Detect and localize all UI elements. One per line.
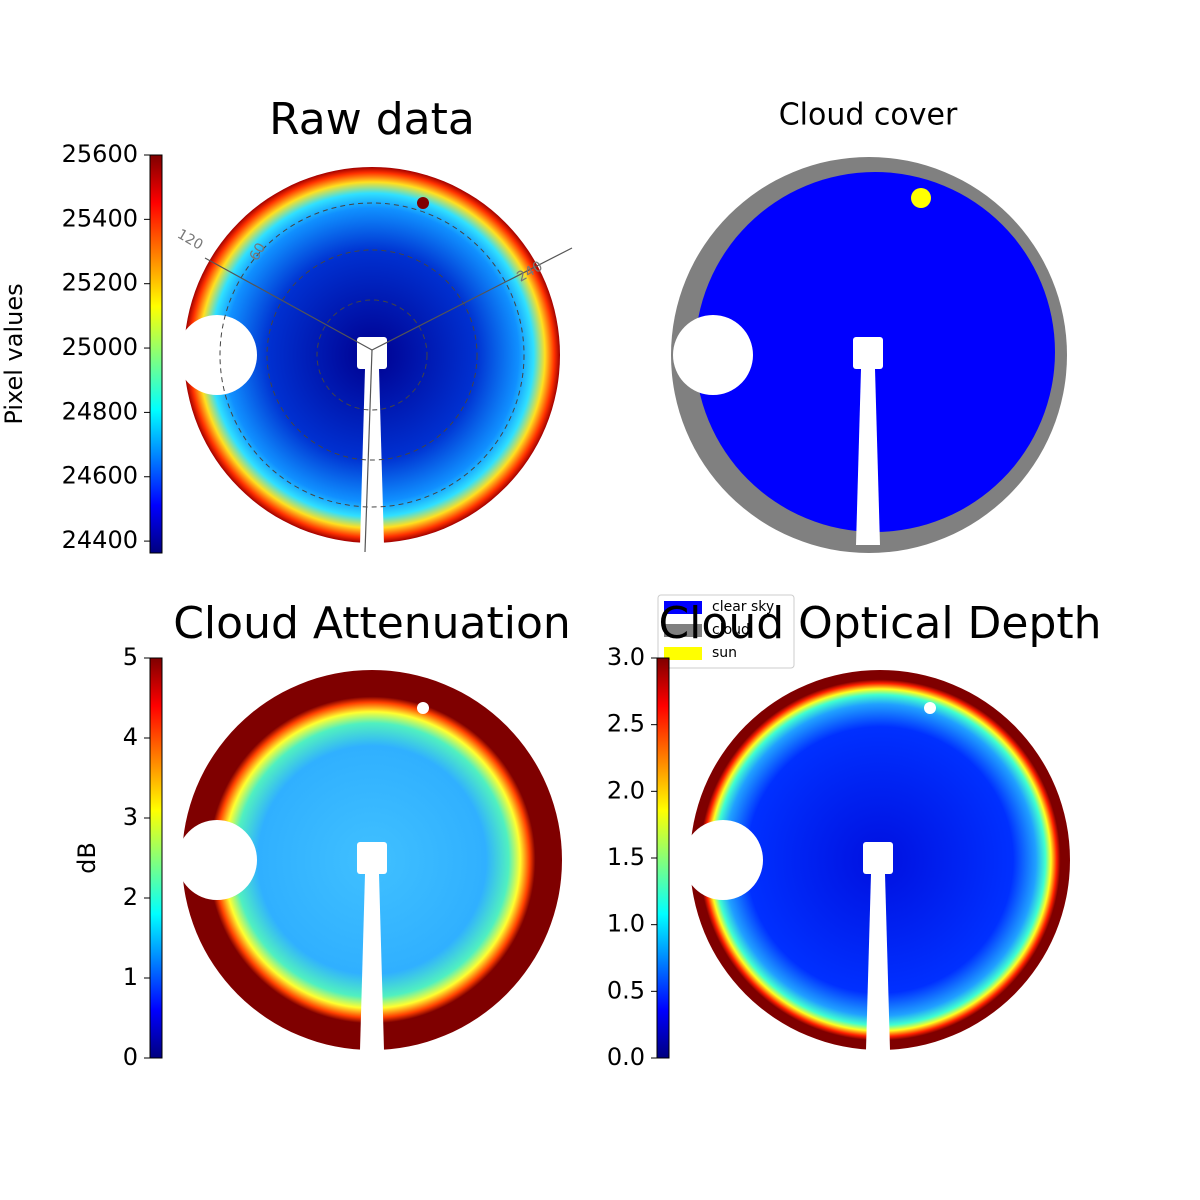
legend-swatch xyxy=(664,647,702,660)
angle-label: 120 xyxy=(174,226,205,253)
legend-swatch xyxy=(664,601,702,614)
colorbar xyxy=(149,154,163,554)
tick-label: 25400 xyxy=(62,204,138,232)
tick-label: 25600 xyxy=(62,140,138,168)
angle-label: 60 xyxy=(247,240,270,263)
legend-swatch xyxy=(664,624,702,637)
tick-label: 1.0 xyxy=(607,910,645,938)
tick-label: 25200 xyxy=(62,269,138,297)
panel-title: Cloud Optical Depth xyxy=(658,598,1101,649)
tick-label: 3.0 xyxy=(607,643,645,671)
tick-label: 4 xyxy=(123,723,138,751)
dynamic: Raw data24400246002480025000252002540025… xyxy=(0,94,1102,1071)
panel-title: Raw data xyxy=(269,94,475,145)
tick-label: 25000 xyxy=(62,333,138,361)
cloud-cover-image xyxy=(671,157,1067,553)
tick-label: 2.5 xyxy=(607,710,645,738)
tick-label: 24400 xyxy=(62,526,138,554)
colorbar-label: Pixel values xyxy=(0,283,28,424)
tick-label: 3 xyxy=(123,803,138,831)
tick-label: 1 xyxy=(123,963,138,991)
colorbar-label: dB xyxy=(73,842,101,874)
tick-label: 0 xyxy=(123,1043,138,1071)
tick-label: 24600 xyxy=(62,462,138,490)
raw-image xyxy=(177,167,573,553)
tick-label: 0.5 xyxy=(607,976,645,1004)
legend-label: cloud xyxy=(712,622,750,638)
tick-label: 0.0 xyxy=(607,1043,645,1071)
panel-title: Cloud Attenuation xyxy=(173,598,571,649)
tick-label: 2.0 xyxy=(607,776,645,804)
tick-label: 5 xyxy=(123,643,138,671)
optical-depth-image xyxy=(683,670,1070,1050)
colorbar xyxy=(149,657,163,1059)
attenuation-image xyxy=(177,670,562,1050)
colorbar xyxy=(656,657,670,1059)
tick-label: 24800 xyxy=(62,397,138,425)
tick-label: 2 xyxy=(123,883,138,911)
legend-label: sun xyxy=(712,645,737,661)
legend-label: clear sky xyxy=(712,599,774,615)
tick-label: 1.5 xyxy=(607,843,645,871)
panel-title: Cloud cover xyxy=(779,98,958,133)
